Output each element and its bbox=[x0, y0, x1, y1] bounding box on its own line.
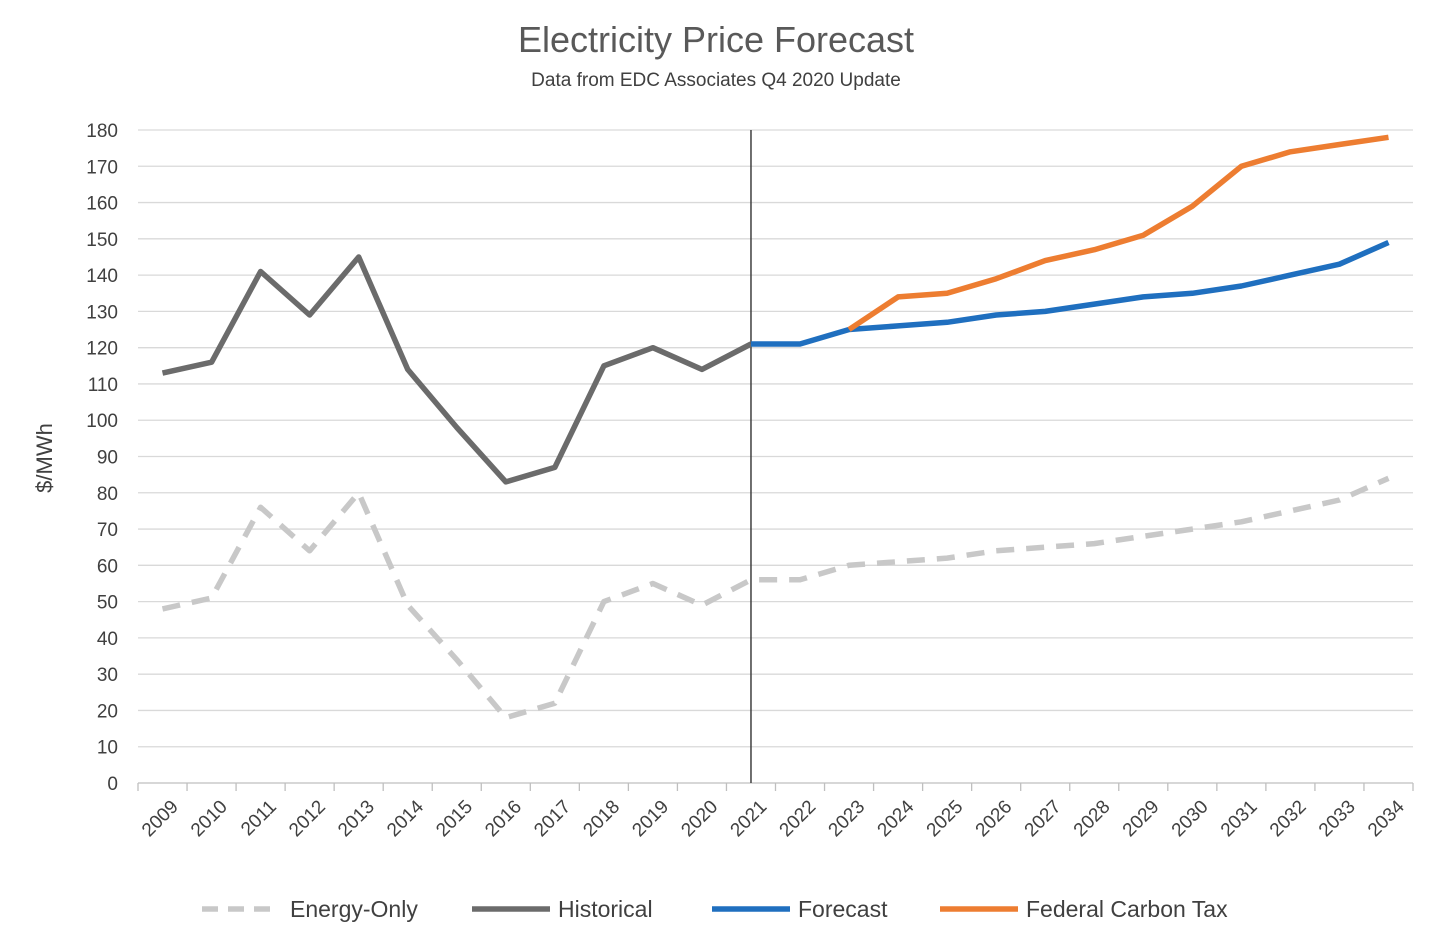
x-tick-2019: 2019 bbox=[628, 796, 673, 841]
x-tick-2025: 2025 bbox=[923, 796, 968, 841]
x-tick-2023: 2023 bbox=[825, 796, 870, 841]
y-tick-0: 0 bbox=[107, 774, 118, 795]
x-tick-2020: 2020 bbox=[677, 796, 722, 841]
y-tick-170: 170 bbox=[86, 157, 118, 178]
x-tick-2013: 2013 bbox=[334, 796, 379, 841]
x-tick-2033: 2033 bbox=[1315, 796, 1360, 841]
grid bbox=[138, 129, 1413, 784]
x-tick-2014: 2014 bbox=[383, 796, 428, 841]
legend: Energy-Only Historical Forecast Federal Car… bbox=[202, 896, 1228, 922]
x-tick-2016: 2016 bbox=[481, 796, 526, 841]
y-tick-150: 150 bbox=[86, 230, 118, 251]
x-tick-2031: 2031 bbox=[1217, 796, 1262, 841]
x-tick-2010: 2010 bbox=[187, 796, 232, 841]
y-tick-160: 160 bbox=[86, 194, 118, 215]
x-tick-2012: 2012 bbox=[285, 796, 330, 841]
y-tick-110: 110 bbox=[88, 375, 118, 396]
x-tick-2024: 2024 bbox=[874, 796, 919, 841]
chart-subtitle: Data from EDC Associates Q4 2020 Update bbox=[531, 70, 901, 91]
x-tick-2034: 2034 bbox=[1364, 796, 1409, 841]
y-tick-140: 140 bbox=[86, 266, 118, 287]
x-tick-2027: 2027 bbox=[1021, 796, 1066, 841]
x-tick-2018: 2018 bbox=[579, 796, 624, 841]
legend-label-energy-only: Energy-Only bbox=[290, 896, 418, 922]
series-line-historical bbox=[161, 254, 753, 485]
y-tick-60: 60 bbox=[97, 556, 118, 577]
x-axis-ticks: 2009 2010 2011 2012 2013 2014 2015 2016 2017 2018… bbox=[137, 783, 1414, 841]
x-tick-2021: 2021 bbox=[727, 796, 772, 841]
y-axis-ticks: 0 10 20 30 40 50 60 70 80 90 100 110 120 130 140 150 160… bbox=[86, 121, 118, 795]
series-line-federal-carbon-tax bbox=[847, 134, 1389, 332]
y-tick-90: 90 bbox=[97, 448, 118, 469]
x-tick-2015: 2015 bbox=[432, 796, 477, 841]
y-tick-20: 20 bbox=[97, 701, 118, 722]
x-tick-2009: 2009 bbox=[138, 796, 183, 841]
series-lines bbox=[161, 134, 1390, 721]
x-tick-2029: 2029 bbox=[1119, 796, 1164, 841]
y-tick-180: 180 bbox=[86, 121, 118, 142]
series-line-energy-only bbox=[161, 475, 1390, 721]
x-tick-2028: 2028 bbox=[1070, 796, 1115, 841]
legend-label-federal-carbon-tax: Federal Carbon Tax bbox=[1026, 896, 1228, 922]
legend-label-forecast: Forecast bbox=[798, 896, 888, 922]
x-tick-2017: 2017 bbox=[530, 796, 575, 841]
y-tick-10: 10 bbox=[97, 738, 118, 759]
chart-title: Electricity Price Forecast bbox=[518, 19, 914, 60]
x-tick-2026: 2026 bbox=[972, 796, 1017, 841]
y-tick-120: 120 bbox=[86, 339, 118, 360]
y-tick-50: 50 bbox=[97, 593, 118, 614]
x-tick-2030: 2030 bbox=[1168, 796, 1213, 841]
y-tick-30: 30 bbox=[97, 665, 118, 686]
x-tick-2011: 2011 bbox=[237, 796, 281, 840]
y-tick-130: 130 bbox=[86, 302, 118, 323]
y-tick-40: 40 bbox=[97, 629, 118, 650]
x-tick-2022: 2022 bbox=[776, 796, 821, 841]
y-tick-100: 100 bbox=[86, 411, 118, 432]
legend-label-historical: Historical bbox=[558, 896, 653, 922]
x-tick-2032: 2032 bbox=[1266, 796, 1311, 841]
y-axis-label: $/MWh bbox=[32, 423, 57, 493]
series-line-forecast bbox=[751, 239, 1390, 347]
y-tick-70: 70 bbox=[97, 520, 118, 541]
y-tick-80: 80 bbox=[97, 484, 118, 505]
